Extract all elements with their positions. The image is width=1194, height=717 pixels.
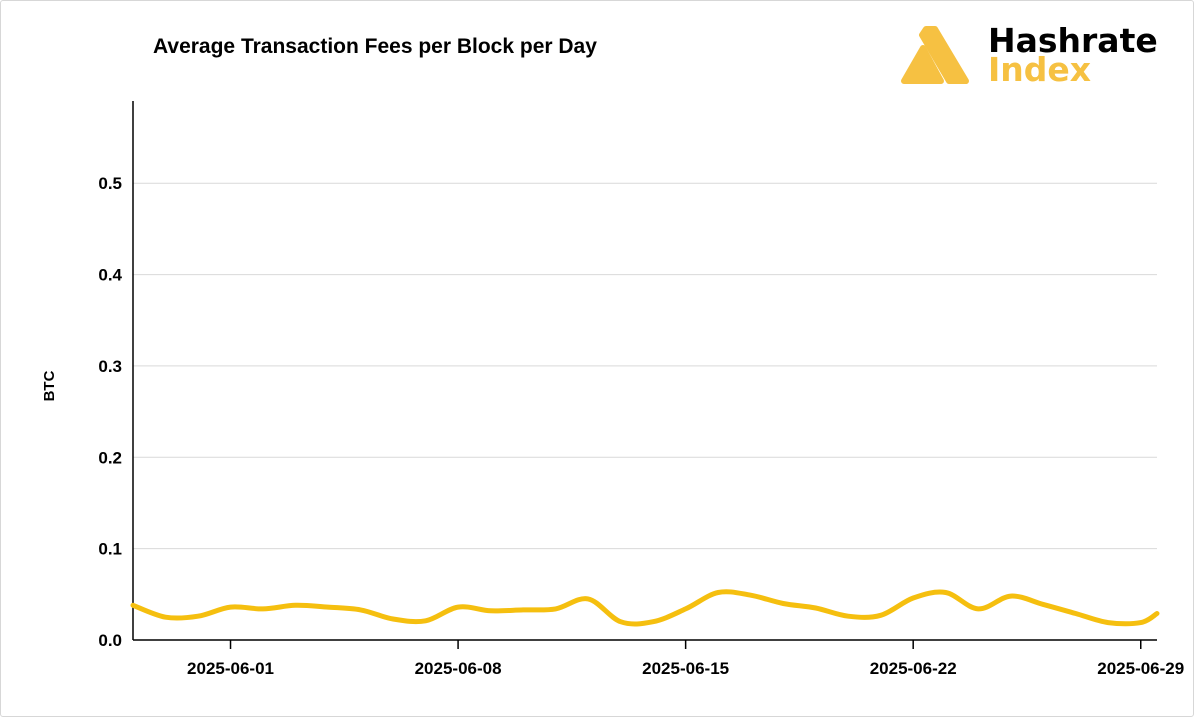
gridlines: [133, 182, 1157, 550]
y-axis-ticks: 0.0 0.1 0.2 0.3 0.4 0.5: [98, 174, 122, 650]
x-tick-label: 2025-06-15: [642, 659, 729, 678]
hashrate-index-logo-icon: [901, 26, 969, 84]
brand-name-hashrate: Hashrate: [988, 21, 1158, 60]
x-tick-label: 2025-06-01: [187, 659, 274, 678]
y-tick-label: 0.1: [98, 540, 122, 559]
y-tick-label: 0.5: [98, 174, 122, 193]
x-tick-label: 2025-06-08: [415, 659, 502, 678]
hashrate-index-logo: Hashrate Index: [901, 21, 1158, 89]
y-tick-label: 0.2: [98, 448, 122, 467]
y-tick-label: 0.4: [98, 266, 122, 285]
x-axis-ticks: 2025-06-01 2025-06-08 2025-06-15 2025-06-22…: [187, 640, 1184, 678]
x-tick-label: 2025-06-22: [870, 659, 957, 678]
chart-title: Average Transaction Fees per Block per D…: [153, 35, 597, 58]
x-tick-label: 2025-06-29: [1097, 659, 1184, 678]
y-axis-label: BTC: [41, 370, 58, 401]
y-tick-label: 0.0: [98, 631, 122, 650]
y-tick-label: 0.3: [98, 357, 122, 376]
brand-name-index: Index: [988, 50, 1091, 89]
series-line-fees: [130, 589, 1160, 627]
